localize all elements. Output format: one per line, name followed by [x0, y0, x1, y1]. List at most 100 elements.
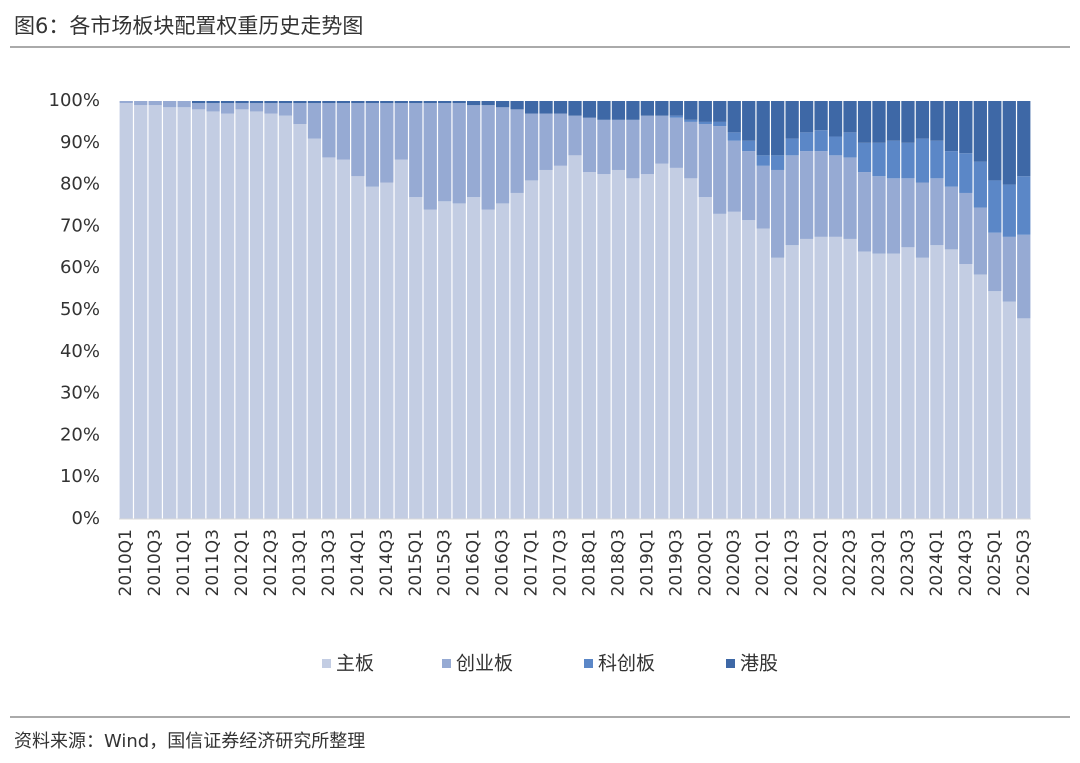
bar-segment: [1002, 301, 1016, 519]
y-tick-label: 80%: [60, 174, 100, 195]
bar-segment: [799, 238, 814, 519]
bar-segment: [655, 101, 669, 116]
bar-segment: [539, 169, 553, 519]
bar-segment: [799, 101, 814, 133]
bar-segment: [568, 155, 582, 519]
bar-segment: [742, 151, 756, 221]
bar-segment: [394, 101, 408, 104]
bar-segment: [814, 236, 828, 519]
bar-segment: [597, 101, 611, 120]
bar-segment: [568, 115, 582, 156]
bar-segment: [901, 142, 915, 179]
bar-segment: [698, 101, 712, 122]
x-tick-label: 2010Q1: [116, 529, 136, 596]
bar-segment: [988, 101, 1002, 181]
bar-segment: [828, 136, 843, 156]
bar-segment: [191, 101, 206, 104]
bar-segment: [872, 142, 886, 177]
bar-segment: [1002, 236, 1016, 302]
bar-segment: [423, 101, 437, 104]
bar-segment: [611, 119, 626, 170]
bar-segment: [495, 107, 510, 204]
x-tick-label: 2014Q1: [348, 529, 368, 596]
bar-segment: [814, 101, 828, 131]
bar-segment: [872, 253, 886, 519]
x-tick-label: 2020Q3: [724, 529, 744, 596]
legend-swatch: [442, 659, 451, 668]
bar-segment: [524, 180, 539, 520]
bar-segment: [669, 101, 683, 116]
bar-segment: [380, 182, 394, 519]
bar-segment: [278, 115, 293, 519]
bar-segment: [944, 151, 959, 187]
bar-segment: [481, 105, 495, 210]
bar-segment: [973, 101, 987, 162]
bar-segment: [857, 251, 872, 520]
bar-segment: [307, 138, 322, 519]
bar-segment: [669, 115, 683, 118]
bar-segment: [206, 111, 220, 519]
bar-segment: [959, 192, 973, 265]
bar-segment: [365, 186, 379, 519]
bar-segment: [163, 101, 177, 108]
bar-segment: [582, 172, 597, 519]
bar-segment: [177, 107, 191, 520]
bar-segment: [930, 245, 944, 519]
bar-segment: [1002, 184, 1016, 237]
bar-segment: [742, 140, 756, 152]
x-tick-label: 2019Q1: [637, 529, 657, 596]
bar-segment: [394, 103, 408, 160]
y-tick-label: 20%: [60, 424, 100, 445]
bar-segment: [626, 101, 640, 120]
x-tick-label: 2010Q3: [145, 529, 165, 596]
bar-segment: [959, 264, 973, 519]
bar-segment: [915, 182, 930, 258]
bar-segment: [973, 274, 987, 519]
bar-segment: [640, 101, 655, 116]
bar-segment: [640, 115, 655, 175]
x-tick-label: 2015Q1: [406, 529, 426, 596]
bar-segment: [872, 101, 886, 143]
x-tick-label: 2017Q3: [551, 529, 571, 596]
bar-segment: [249, 103, 264, 112]
bar-segment: [423, 209, 437, 519]
bar-segment: [814, 151, 828, 237]
bar-segment: [148, 101, 162, 106]
bar-segment: [380, 101, 394, 104]
bar-segment: [930, 140, 944, 179]
bar-segment: [713, 213, 727, 520]
bar-segment: [336, 101, 351, 104]
legend-swatch: [322, 659, 331, 668]
bar-segment: [553, 113, 568, 166]
bar-segment: [843, 132, 857, 158]
bar-segment: [452, 203, 466, 519]
bar-segment: [828, 236, 843, 519]
bar-segment: [901, 101, 915, 143]
bar-segment: [539, 113, 553, 170]
x-tick-label: 2014Q3: [377, 529, 397, 596]
bar-segment: [278, 103, 293, 116]
x-tick-label: 2015Q3: [435, 529, 455, 596]
bar-segment: [1017, 234, 1031, 319]
bar-segment: [438, 201, 452, 519]
bar-segment: [235, 101, 249, 104]
bar-segment: [684, 119, 698, 122]
bar-segment: [278, 101, 293, 104]
bar-segment: [698, 123, 712, 198]
bar-segment: [727, 140, 741, 212]
bar-segment: [409, 197, 423, 519]
bar-segment: [510, 109, 524, 193]
bar-segment: [915, 138, 930, 183]
bar-segment: [727, 132, 741, 141]
bar-segment: [698, 121, 712, 124]
bar-segment: [799, 132, 814, 152]
source-note: 资料来源：Wind，国信证券经济研究所整理: [14, 731, 365, 752]
bar-segment: [597, 119, 611, 175]
x-tick-label: 2023Q3: [898, 529, 918, 596]
x-tick-label: 2024Q3: [956, 529, 976, 596]
y-tick-label: 50%: [60, 299, 100, 320]
x-tick-label: 2012Q1: [232, 529, 252, 596]
bar-segment: [930, 178, 944, 246]
bar-segment: [553, 101, 568, 114]
